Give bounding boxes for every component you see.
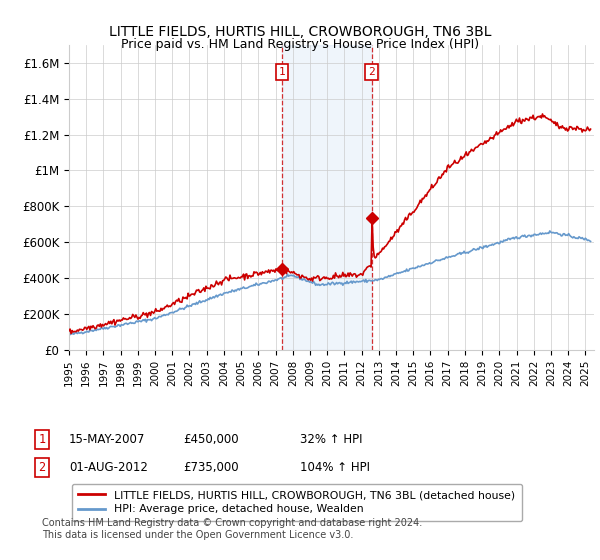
Text: 2: 2 [368, 67, 375, 77]
Text: 1: 1 [278, 67, 286, 77]
Text: LITTLE FIELDS, HURTIS HILL, CROWBOROUGH, TN6 3BL: LITTLE FIELDS, HURTIS HILL, CROWBOROUGH,… [109, 25, 491, 39]
Text: 104% ↑ HPI: 104% ↑ HPI [300, 461, 370, 474]
Text: £450,000: £450,000 [183, 433, 239, 446]
Legend: LITTLE FIELDS, HURTIS HILL, CROWBOROUGH, TN6 3BL (detached house), HPI: Average : LITTLE FIELDS, HURTIS HILL, CROWBOROUGH,… [72, 484, 521, 521]
Text: 15-MAY-2007: 15-MAY-2007 [69, 433, 145, 446]
Text: £735,000: £735,000 [183, 461, 239, 474]
Text: Contains HM Land Registry data © Crown copyright and database right 2024.
This d: Contains HM Land Registry data © Crown c… [42, 519, 422, 540]
Text: Price paid vs. HM Land Registry's House Price Index (HPI): Price paid vs. HM Land Registry's House … [121, 38, 479, 51]
Text: 01-AUG-2012: 01-AUG-2012 [69, 461, 148, 474]
Text: 32% ↑ HPI: 32% ↑ HPI [300, 433, 362, 446]
Bar [282, 45, 371, 350]
Text: 2: 2 [38, 461, 46, 474]
Text: 1: 1 [38, 433, 46, 446]
